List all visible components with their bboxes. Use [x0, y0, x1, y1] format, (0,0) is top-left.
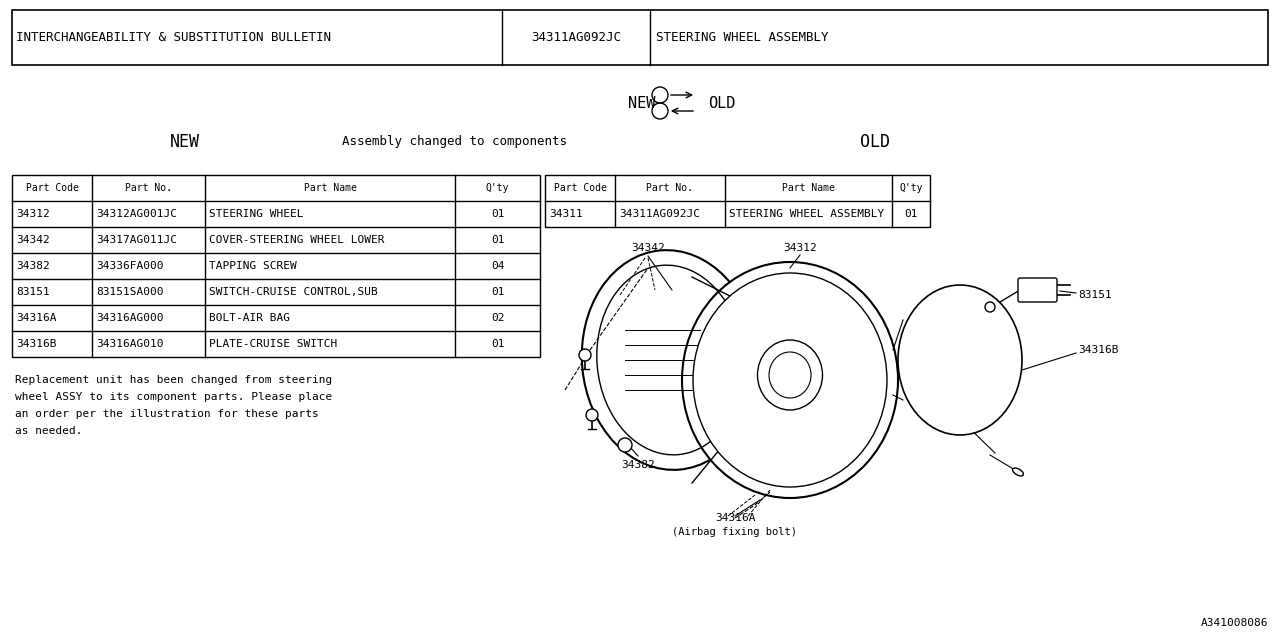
- Text: 02: 02: [490, 313, 504, 323]
- Text: NEW: NEW: [627, 95, 655, 111]
- Text: 34382: 34382: [963, 410, 996, 420]
- Text: Part No.: Part No.: [646, 183, 694, 193]
- Circle shape: [586, 409, 598, 421]
- Text: as needed.: as needed.: [15, 426, 82, 436]
- Text: 01: 01: [490, 235, 504, 245]
- Text: 83151SA000: 83151SA000: [96, 287, 164, 297]
- Text: Part Code: Part Code: [553, 183, 607, 193]
- Text: 34312: 34312: [783, 243, 817, 253]
- Text: COVER-STEERING WHEEL LOWER: COVER-STEERING WHEEL LOWER: [209, 235, 384, 245]
- Text: 34311AG092JC: 34311AG092JC: [620, 209, 700, 219]
- Text: 83151: 83151: [15, 287, 50, 297]
- Text: Part Name: Part Name: [303, 183, 356, 193]
- Text: Q'ty: Q'ty: [485, 183, 509, 193]
- Text: INTERCHANGEABILITY & SUBSTITUTION BULLETIN: INTERCHANGEABILITY & SUBSTITUTION BULLET…: [15, 31, 332, 44]
- Text: 34342: 34342: [631, 243, 664, 253]
- Text: 01: 01: [904, 209, 918, 219]
- Text: Part Code: Part Code: [26, 183, 78, 193]
- Text: BOLT-AIR BAG: BOLT-AIR BAG: [209, 313, 291, 323]
- Text: SWITCH-CRUISE CONTROL,SUB: SWITCH-CRUISE CONTROL,SUB: [209, 287, 378, 297]
- Text: 34316B: 34316B: [15, 339, 56, 349]
- Ellipse shape: [1012, 468, 1024, 476]
- Ellipse shape: [682, 262, 899, 498]
- Text: STEERING WHEEL: STEERING WHEEL: [209, 209, 303, 219]
- Text: 83151: 83151: [1078, 290, 1112, 300]
- Bar: [12, 175, 540, 357]
- Text: 34312AG001JC: 34312AG001JC: [96, 209, 177, 219]
- Text: STEERING WHEEL ASSEMBLY: STEERING WHEEL ASSEMBLY: [657, 31, 828, 44]
- Circle shape: [986, 302, 995, 312]
- Text: 34336FA000: 34336FA000: [96, 261, 164, 271]
- Text: PLATE-CRUISE SWITCH: PLATE-CRUISE SWITCH: [209, 339, 337, 349]
- Text: 01: 01: [490, 209, 504, 219]
- Text: STEERING WHEEL ASSEMBLY: STEERING WHEEL ASSEMBLY: [730, 209, 884, 219]
- Ellipse shape: [582, 250, 758, 470]
- Text: 01: 01: [490, 339, 504, 349]
- Text: 34316A: 34316A: [714, 513, 755, 523]
- Text: 34311: 34311: [549, 209, 582, 219]
- Bar: [12, 10, 1268, 65]
- Text: 04: 04: [490, 261, 504, 271]
- Ellipse shape: [758, 340, 823, 410]
- FancyBboxPatch shape: [1018, 278, 1057, 302]
- Ellipse shape: [899, 285, 1021, 435]
- Text: Assembly changed to components: Assembly changed to components: [343, 136, 567, 148]
- Circle shape: [618, 438, 632, 452]
- Text: 34317AG011JC: 34317AG011JC: [96, 235, 177, 245]
- Text: 34316AG000: 34316AG000: [96, 313, 164, 323]
- Text: 34311AG092JC: 34311AG092JC: [531, 31, 621, 44]
- Text: (Airbag fixing bolt): (Airbag fixing bolt): [672, 527, 797, 537]
- Text: 01: 01: [490, 287, 504, 297]
- Text: Replacement unit has been changed from steering: Replacement unit has been changed from s…: [15, 375, 333, 385]
- Text: NEW: NEW: [170, 133, 200, 151]
- Text: 34382: 34382: [15, 261, 50, 271]
- Text: an order per the illustration for these parts: an order per the illustration for these …: [15, 409, 319, 419]
- Ellipse shape: [692, 273, 887, 487]
- Text: TAPPING SCREW: TAPPING SCREW: [209, 261, 297, 271]
- Text: Part Name: Part Name: [782, 183, 835, 193]
- Text: 34316AG010: 34316AG010: [96, 339, 164, 349]
- Text: OLD: OLD: [860, 133, 890, 151]
- Text: wheel ASSY to its component parts. Please place: wheel ASSY to its component parts. Pleas…: [15, 392, 333, 402]
- Text: A341008086: A341008086: [1201, 618, 1268, 628]
- Text: 34342: 34342: [15, 235, 50, 245]
- Circle shape: [579, 349, 591, 361]
- Text: Q'ty: Q'ty: [900, 183, 923, 193]
- Text: 34316A: 34316A: [15, 313, 56, 323]
- Text: OLD: OLD: [708, 95, 736, 111]
- Text: 34316B: 34316B: [1078, 345, 1119, 355]
- Text: 34312: 34312: [15, 209, 50, 219]
- Text: Part No.: Part No.: [125, 183, 172, 193]
- Text: 34382: 34382: [621, 460, 655, 470]
- Bar: [545, 175, 931, 227]
